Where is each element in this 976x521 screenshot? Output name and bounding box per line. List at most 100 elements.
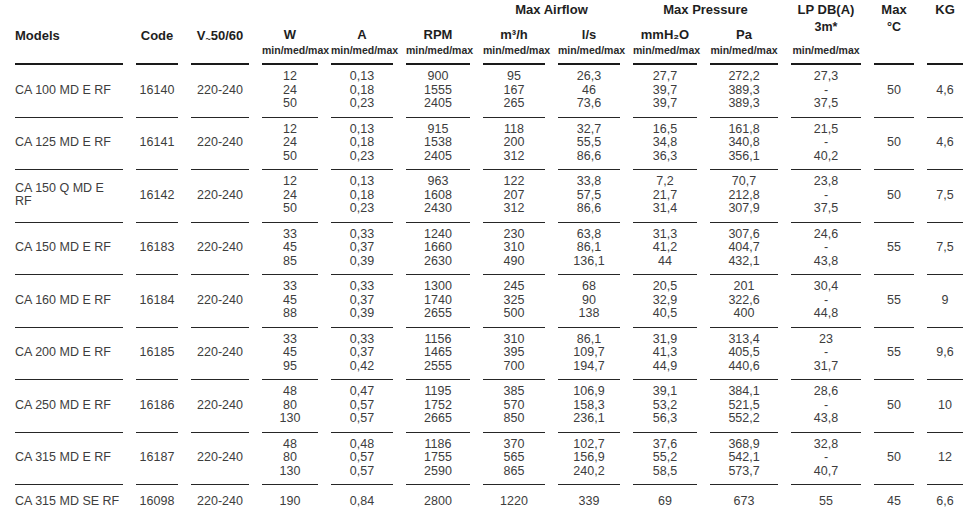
- airflow-ls-cell: 102,7156,9240,2: [558, 433, 620, 486]
- voltage-cell: 220-240: [191, 485, 249, 521]
- value-line: 1156: [406, 333, 470, 347]
- value-line: 0,84: [331, 495, 393, 509]
- min-med-max-label: min/med/max: [331, 44, 393, 57]
- value-line: 1465: [406, 346, 470, 360]
- value-line: 212,8: [710, 189, 778, 203]
- code-cell: 16141: [136, 118, 178, 171]
- code-cell: 16187: [136, 433, 178, 486]
- value-line: 69: [633, 495, 697, 509]
- column-header-rpm: RPM min/med/max: [406, 20, 470, 65]
- model-cell: CA 100 MD E RF: [15, 65, 123, 118]
- code-cell: 16140: [136, 65, 178, 118]
- model-cell: CA 150 MD E RF: [15, 223, 123, 276]
- value-line: 1186: [406, 438, 470, 452]
- value-line: -: [791, 294, 861, 308]
- value-line: 40,5: [633, 307, 697, 321]
- sound-level-cell: 23,8-37,5: [791, 170, 861, 223]
- watts-cell: 190: [262, 485, 318, 521]
- value-line: 39,7: [633, 84, 697, 98]
- amps-cell: 0,480,570,57: [331, 433, 393, 486]
- voltage-cell: 220-240: [191, 170, 249, 223]
- table-header: Max Airflow Max Pressure LP DB(A) Max KG…: [15, 2, 963, 65]
- value-line: 44,9: [633, 360, 697, 374]
- group-header-max-airflow: Max Airflow: [483, 2, 620, 20]
- column-header-w: W min/med/max: [262, 20, 318, 65]
- airflow-m3h-cell: 310395700: [483, 328, 545, 381]
- value-line: 573,7: [710, 465, 778, 479]
- amps-cell: 0,130,180,23: [331, 170, 393, 223]
- value-line: 0,57: [331, 451, 393, 465]
- w-unit: W: [262, 27, 318, 42]
- value-line: 27,3: [791, 70, 861, 84]
- max-temp-cell: 55: [874, 223, 914, 276]
- value-line: 2405: [406, 97, 470, 111]
- pressure-pa-cell: 384,1521,5552,2: [710, 380, 778, 433]
- table-row: CA 315 MD E RF16187220-24048801300,480,5…: [15, 433, 963, 486]
- table-body: CA 100 MD E RF16140220-2401224500,130,18…: [15, 65, 963, 521]
- rpm-cell: 91515382405: [406, 118, 470, 171]
- airflow-m3h-cell: 122207312: [483, 170, 545, 223]
- pressure-mmh2o-cell: 31,341,244: [633, 223, 697, 276]
- mmh2o-unit: mmH₂O: [633, 27, 697, 42]
- max-temp-cell: 50: [874, 380, 914, 433]
- value-line: 50: [262, 150, 318, 164]
- max-temp-cell: 45: [874, 485, 914, 521]
- value-line: 313,4: [710, 333, 778, 347]
- weight-cell: 9: [927, 275, 963, 328]
- value-line: 395: [483, 346, 545, 360]
- pressure-mmh2o-cell: 27,739,739,7: [633, 65, 697, 118]
- value-line: 95: [262, 360, 318, 374]
- value-line: 0,47: [331, 385, 393, 399]
- value-line: 200: [483, 136, 545, 150]
- sound-level-cell: 24,6-43,8: [791, 223, 861, 276]
- pressure-mmh2o-cell: 37,655,258,5: [633, 433, 697, 486]
- value-line: 542,1: [710, 451, 778, 465]
- value-line: 86,1: [558, 333, 620, 347]
- max-temp-cell: 50: [874, 118, 914, 171]
- airflow-ls-cell: 86,1109,7194,7: [558, 328, 620, 381]
- value-line: 1555: [406, 84, 470, 98]
- value-line: 2655: [406, 307, 470, 321]
- value-line: 86,6: [558, 202, 620, 216]
- value-line: 58,5: [633, 465, 697, 479]
- value-line: 53,2: [633, 399, 697, 413]
- code-cell: 16184: [136, 275, 178, 328]
- value-line: 432,1: [710, 255, 778, 269]
- column-header-a: A min/med/max: [331, 20, 393, 65]
- value-line: 136,1: [558, 255, 620, 269]
- pressure-pa-cell: 313,4405,5440,6: [710, 328, 778, 381]
- value-line: 44,8: [791, 307, 861, 321]
- group-spacer: [262, 2, 470, 20]
- min-med-max-label: min/med/max: [262, 44, 318, 57]
- value-line: 0,33: [331, 280, 393, 294]
- value-line: 37,5: [791, 202, 861, 216]
- pressure-mmh2o-cell: 16,534,836,3: [633, 118, 697, 171]
- min-med-max-label: min/med/max: [406, 44, 470, 57]
- sound-level-cell: 23-31,7: [791, 328, 861, 381]
- value-line: 0,39: [331, 255, 393, 269]
- value-line: 1660: [406, 241, 470, 255]
- code-cell: 16183: [136, 223, 178, 276]
- value-line: 389,3: [710, 97, 778, 111]
- pressure-mmh2o-cell: 39,153,256,3: [633, 380, 697, 433]
- value-line: 2590: [406, 465, 470, 479]
- value-line: 26,3: [558, 70, 620, 84]
- rpm-cell: 115614652555: [406, 328, 470, 381]
- value-line: 158,3: [558, 399, 620, 413]
- value-line: 32,9: [633, 294, 697, 308]
- pressure-pa-cell: 307,6404,7432,1: [710, 223, 778, 276]
- voltage-cell: 220-240: [191, 433, 249, 486]
- value-line: 24: [262, 136, 318, 150]
- value-line: 400: [710, 307, 778, 321]
- value-line: 130: [262, 412, 318, 426]
- weight-cell: 12: [927, 433, 963, 486]
- value-line: 0,18: [331, 189, 393, 203]
- voltage-cell: 220-240: [191, 118, 249, 171]
- group-header-row: Max Airflow Max Pressure LP DB(A) Max KG: [15, 2, 963, 20]
- value-line: 0,18: [331, 136, 393, 150]
- value-line: 88: [262, 307, 318, 321]
- weight-cell: 9,6: [927, 328, 963, 381]
- watts-cell: 334588: [262, 275, 318, 328]
- value-line: 48: [262, 438, 318, 452]
- value-line: 44: [633, 255, 697, 269]
